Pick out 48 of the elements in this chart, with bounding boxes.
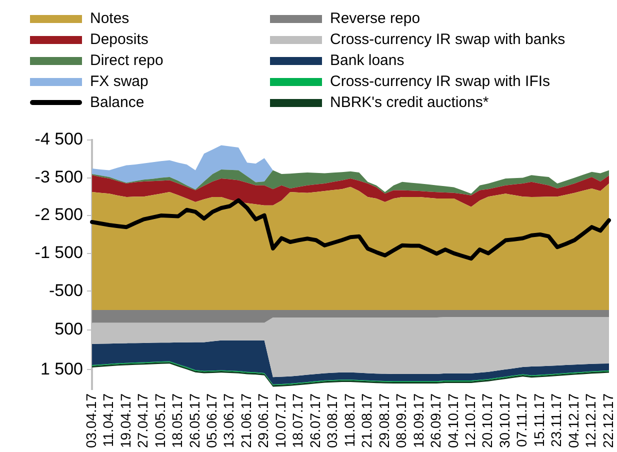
x-tick-label: 26.09.17 xyxy=(428,393,444,448)
x-tick-label: 19.04.17 xyxy=(117,393,134,448)
x-tick-label: 05.06.17 xyxy=(203,393,220,448)
y-tick-label: -1 500 xyxy=(34,243,83,262)
legend-label: Cross-currency IR swap with IFIs xyxy=(330,73,550,90)
x-tick-label: 21.08.17 xyxy=(358,393,375,448)
x-tick-label: 18.07.17 xyxy=(290,393,306,448)
x-tick-label: 26.05.17 xyxy=(186,393,202,448)
x-tick-label: 08.09.17 xyxy=(393,393,410,448)
x-tick-label: 22.12.17 xyxy=(600,393,616,448)
x-tick-label: 26.07.17 xyxy=(306,393,323,448)
x-tick-label: 11.04.17 xyxy=(100,393,116,447)
x-tick-label: 11.08.17 xyxy=(341,393,358,447)
x-tick-label: 27.04.17 xyxy=(134,393,151,448)
x-tick-label: 15.11.17 xyxy=(530,393,547,447)
legend-label: Cross-currency IR swap with banks xyxy=(330,31,566,48)
x-tick-label: 29.06.17 xyxy=(255,393,272,448)
legend-label: Notes xyxy=(90,10,130,27)
legend-label: Reverse repo xyxy=(330,10,420,27)
y-tick-label: -500 xyxy=(48,280,83,300)
y-tick-label: 500 xyxy=(54,320,83,339)
legend-label: Balance xyxy=(90,94,144,111)
x-tick-label: 21.06.17 xyxy=(238,393,254,448)
x-tick-label: 10.07.17 xyxy=(272,393,288,448)
x-tick-label: 10.05.17 xyxy=(152,393,168,448)
x-tick-label: 04.12.17 xyxy=(565,393,582,448)
x-tick-label: 18.05.17 xyxy=(169,393,186,448)
x-tick-label: 03.04.17 xyxy=(82,393,99,448)
y-tick-label: -4 500 xyxy=(34,130,83,149)
legend-label: Deposits xyxy=(90,31,148,48)
x-tick-label: 12.12.17 xyxy=(582,393,599,448)
x-tick-label: 03.08.17 xyxy=(324,393,340,448)
x-tick-label: 12.10.17 xyxy=(462,393,478,448)
legend-label: Bank loans xyxy=(330,52,404,69)
x-tick-label: 20.10.17 xyxy=(479,393,496,448)
legend-label: NBRK's credit auctions* xyxy=(330,94,489,111)
y-tick-label: 1 500 xyxy=(40,359,83,378)
x-tick-label: 18.09.17 xyxy=(410,393,426,448)
y-tick-label: -3 500 xyxy=(34,167,83,186)
legend-label: Direct repo xyxy=(90,52,164,69)
x-tick-label: 29.08.17 xyxy=(376,393,392,448)
x-tick-label: 23.11.17 xyxy=(548,393,564,447)
legend-label: FX swap xyxy=(90,73,148,90)
x-tick-label: 07.11.17 xyxy=(514,393,530,447)
x-tick-label: 30.10.17 xyxy=(496,393,512,448)
x-tick-label: 04.10.17 xyxy=(444,393,461,448)
y-tick-label: -2 500 xyxy=(34,205,83,224)
x-tick-label: 13.06.17 xyxy=(220,393,237,448)
